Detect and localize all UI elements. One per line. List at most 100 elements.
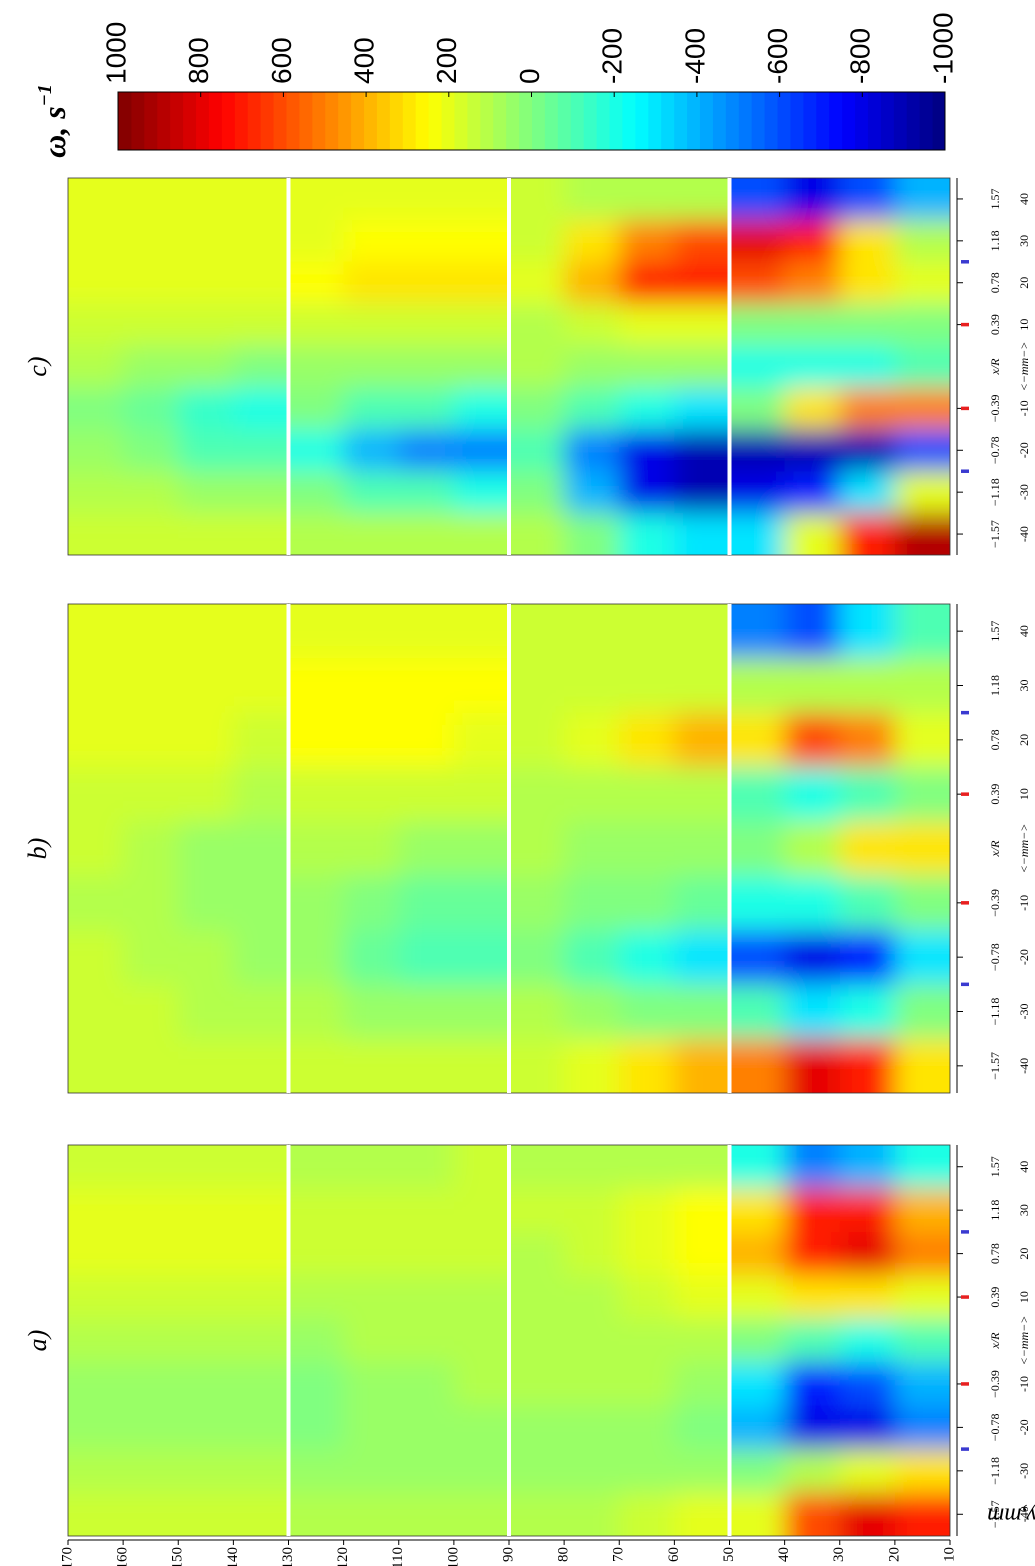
colorbar-step: [893, 92, 907, 150]
heatmap-cell: [178, 261, 234, 304]
heatmap-cell: [398, 604, 455, 659]
heatmap-cell: [619, 345, 675, 388]
heatmap-cell: [398, 1361, 455, 1406]
heatmap-cell: [784, 983, 841, 1039]
heatmap-cell: [178, 929, 234, 985]
colorbar-step: [221, 92, 235, 150]
heatmap-cell: [839, 712, 896, 767]
heatmap-cell: [288, 1405, 345, 1450]
heatmap-cell: [509, 712, 565, 767]
heatmap-cell: [839, 1405, 896, 1450]
heatmap-cell: [509, 1274, 565, 1319]
heatmap-cell: [453, 1492, 509, 1536]
x-ratio-tick-label: 1.57: [988, 621, 1002, 642]
heatmap-cell: [784, 1187, 841, 1232]
heatmap-cell: [509, 604, 565, 659]
x-ratio-tick-label: 1.57: [988, 188, 1002, 209]
heatmap-cell: [564, 657, 620, 713]
heatmap-cell: [619, 875, 675, 930]
heatmap-cell: [784, 178, 841, 220]
heatmap-cell: [894, 1492, 950, 1536]
x-ratio-tick-label: −1.18: [988, 998, 1002, 1026]
x-ratio-tick-label: 1.57: [988, 1156, 1002, 1177]
heatmap-cell: [784, 261, 841, 304]
heatmap-cell: [839, 1274, 896, 1319]
heatmap-cell: [674, 1318, 730, 1363]
x-tick-label: -40: [1017, 1506, 1031, 1522]
heatmap-cell: [619, 820, 675, 876]
x-ratio-tick-label: −0.39: [988, 1370, 1002, 1398]
heatmap-cell: [233, 657, 289, 713]
y-tick-label: 130: [280, 1547, 296, 1566]
heatmap-cell: [68, 604, 124, 659]
heatmap-cell: [123, 1231, 179, 1276]
x-tick-label: 10: [1017, 788, 1031, 800]
heatmap-cell: [509, 657, 565, 713]
heatmap-cell: [839, 178, 896, 220]
heatmap-cell: [564, 1187, 620, 1232]
heatmap-cell: [453, 428, 509, 472]
heatmap-cell: [343, 929, 400, 985]
heatmap-cell: [453, 929, 509, 985]
heatmap-cell: [178, 1405, 234, 1450]
heatmap-cell: [619, 1231, 675, 1276]
heatmap-cell: [123, 1145, 179, 1189]
colorbar-tick-label: 600: [266, 37, 297, 84]
heatmap-cell: [619, 428, 675, 472]
heatmap-cells: [729, 178, 950, 555]
heatmap-cells: [509, 1145, 730, 1536]
colorbar-label-base: ω, s: [36, 106, 72, 158]
colorbar-step: [518, 92, 532, 150]
heatmap-cell: [674, 303, 730, 346]
heatmap-cell: [123, 712, 179, 767]
colorbar-label-exp: −1: [34, 84, 56, 106]
x-tick-label: 40: [1017, 193, 1031, 205]
colorbar-step: [143, 92, 158, 150]
heatmap-cell: [894, 1318, 950, 1363]
heatmap-cell: [729, 345, 786, 388]
y-tick-label: 110: [390, 1547, 406, 1566]
heatmap-cell: [784, 428, 841, 472]
heatmap-cell: [894, 1231, 950, 1276]
colorbar-step: [751, 92, 765, 150]
heatmap-cell: [564, 875, 620, 930]
heatmap-cell: [674, 261, 730, 304]
heatmap-cell: [123, 303, 179, 346]
heatmap-cell: [564, 820, 620, 876]
heatmap-cell: [839, 1187, 896, 1232]
x-ratio-tick-label: −1.57: [988, 1500, 1002, 1528]
colorbar-tick-label: -1000: [927, 12, 958, 84]
heatmap-cell: [453, 1405, 509, 1450]
heatmap-cell: [233, 766, 289, 822]
rotated-figure: a) -40 -30 -20 -10 10 20 30 40 −1.57 −1.18 −0.78 −0.…: [23, 12, 1035, 1566]
colorbar-step: [647, 92, 662, 150]
heatmap-cell: [68, 428, 124, 472]
x-tick-label: -10: [1017, 400, 1031, 416]
heatmap-cell: [674, 1361, 730, 1406]
heatmap-cell: [233, 1448, 289, 1493]
x-tick-label: 10: [1017, 319, 1031, 331]
heatmap-cell: [398, 345, 455, 388]
x-tick-label: -20: [1017, 442, 1031, 458]
heatmap-cell: [674, 1187, 730, 1232]
x-tick-label: -40: [1017, 1058, 1031, 1074]
x-tick-label: 20: [1017, 734, 1031, 746]
colorbar-step: [363, 92, 377, 150]
heatmap-cell: [729, 1492, 786, 1536]
colorbar-step: [208, 92, 222, 150]
heatmap-cell: [178, 470, 234, 514]
heatmap-cell: [453, 1187, 509, 1232]
colorbar-step: [156, 92, 171, 150]
heatmap-cell: [288, 303, 345, 346]
colorbar-step: [789, 92, 804, 150]
heatmap-cell: [343, 470, 400, 514]
colorbar-step: [802, 92, 817, 150]
heatmap-cell: [453, 261, 509, 304]
heatmap-cell: [619, 1361, 675, 1406]
heatmap-cell: [343, 1231, 400, 1276]
heatmap-cell: [729, 712, 786, 767]
heatmap-cell: [123, 875, 179, 930]
heatmap-cell: [398, 428, 455, 472]
y-tick-label: 90: [500, 1547, 516, 1562]
heatmap-cell: [619, 657, 675, 713]
